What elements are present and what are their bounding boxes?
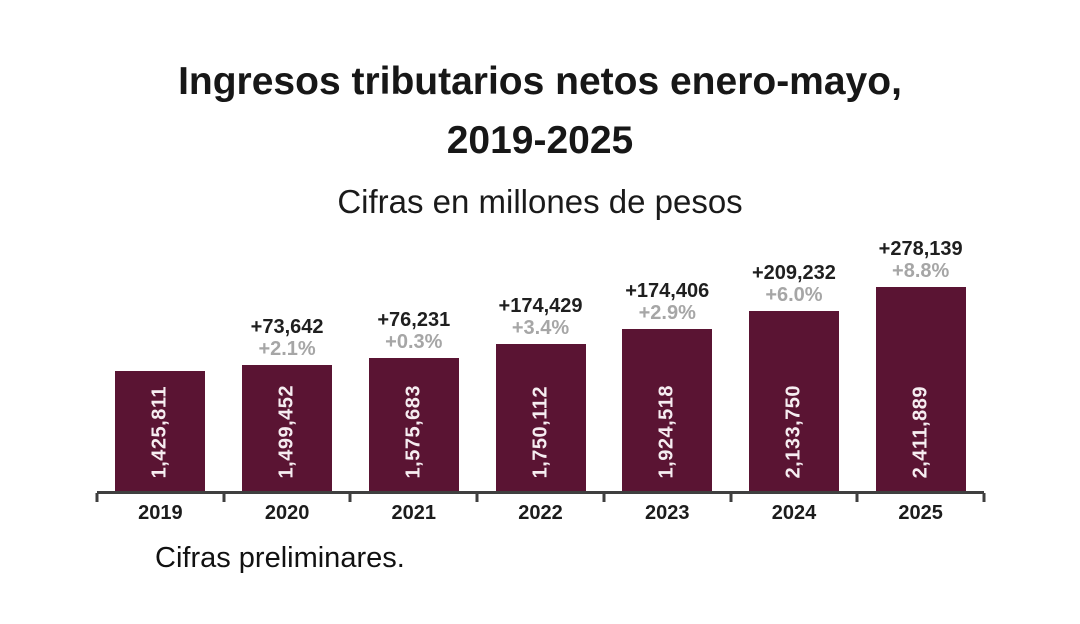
column-2022: 1,750,112 +174,429 +3.4% (477, 240, 604, 493)
x-axis-labels: 2019 2020 2021 2022 2023 2024 2025 (97, 501, 984, 525)
annotation-pct-2020: +2.1% (258, 338, 316, 360)
column-2025: 2,411,889 +278,139 +8.8% (857, 238, 984, 493)
bar-2020: 1,499,452 (242, 365, 333, 493)
bar-value-label-2025: 2,411,889 (909, 385, 932, 478)
bar-value-label-2022: 1,750,112 (529, 385, 552, 478)
annotation-delta-2023: +174,406 (625, 280, 710, 302)
x-axis-label-2022: 2022 (518, 502, 563, 524)
x-axis-tick-0 (95, 493, 99, 502)
annotation-pct-2025: +8.8% (892, 260, 950, 282)
x-axis-tick-2 (348, 493, 352, 502)
column-2024: 2,133,750 +209,232 +6.0% (731, 240, 858, 493)
x-axis-ticks (95, 493, 986, 503)
annotation-delta-2021: +76,231 (377, 309, 451, 331)
x-axis-label-2025: 2025 (898, 502, 943, 524)
annotation-pct-2024: +6.0% (765, 284, 823, 306)
bar-2022: 1,750,112 (495, 344, 586, 493)
bar-value-label-2019: 1,425,811 (148, 385, 171, 478)
plot-area: 1,425,811 1,499,452 +73,642 +2.1% 1,575,683 +… (97, 238, 984, 493)
annotation-2022: +174,429 +3.4% (451, 295, 631, 339)
annotation-delta-2024: +209,232 (751, 262, 836, 284)
x-axis-label-2020: 2020 (264, 502, 310, 524)
footnote: Cifras preliminares. (155, 542, 405, 574)
annotation-pct-2021: +0.3% (385, 331, 443, 353)
x-axis-label-2019: 2019 (138, 502, 183, 524)
annotation-delta-2025: +278,139 (878, 238, 963, 260)
x-axis-tick-1 (222, 493, 226, 502)
column-2021: 1,575,683 +76,231 +0.3% (350, 240, 477, 493)
bar-2024: 2,133,750 (748, 311, 839, 493)
bar-value-label-2024: 2,133,750 (782, 384, 805, 478)
x-axis-label-2021: 2021 (391, 502, 437, 524)
annotation-pct-2022: +3.4% (511, 317, 570, 339)
annotation-2020: +73,642 +2.1% (197, 316, 377, 360)
x-axis-line (97, 491, 984, 494)
annotation-delta-2020: +73,642 (250, 316, 324, 338)
annotation-2021: +76,231 +0.3% (324, 309, 504, 353)
x-axis-tick-3 (475, 493, 479, 502)
bar-value-label-2020: 1,499,452 (275, 384, 298, 478)
chart-title: Ingresos tributarios netos enero-mayo, 2… (0, 52, 1080, 170)
x-axis-tick-7 (982, 493, 986, 502)
bar-value-label-2023: 1,924,518 (655, 384, 678, 478)
x-axis-label-2023: 2023 (644, 502, 690, 524)
annotation-delta-2022: +174,429 (498, 295, 583, 317)
chart-subtitle: Cifras en millones de pesos (337, 183, 743, 220)
x-axis-tick-6 (855, 493, 859, 502)
annotation-2024: +209,232 +6.0% (704, 262, 884, 306)
bar-2019: 1,425,811 (115, 371, 206, 493)
bar-2023: 1,924,518 (622, 329, 713, 493)
bar-2021: 1,575,683 (368, 358, 459, 493)
annotation-2025: +278,139 +8.8% (831, 238, 1011, 282)
bar-value-label-2021: 1,575,683 (402, 384, 425, 478)
column-2019: 1,425,811 (97, 240, 224, 493)
x-axis-label-2024: 2024 (771, 502, 817, 524)
annotation-pct-2023: +2.9% (638, 302, 696, 324)
column-2023: 1,924,518 +174,406 +2.9% (604, 240, 731, 493)
column-2020: 1,499,452 +73,642 +2.1% (224, 240, 351, 493)
bar-2025: 2,411,889 (875, 287, 966, 493)
chart-title-line2: 2019-2025 (446, 119, 634, 162)
annotation-2023: +174,406 +2.9% (577, 280, 757, 324)
x-axis-tick-4 (602, 493, 606, 502)
chart-title-line1: Ingresos tributarios netos enero-mayo, (178, 60, 902, 103)
x-axis-tick-5 (729, 493, 733, 502)
